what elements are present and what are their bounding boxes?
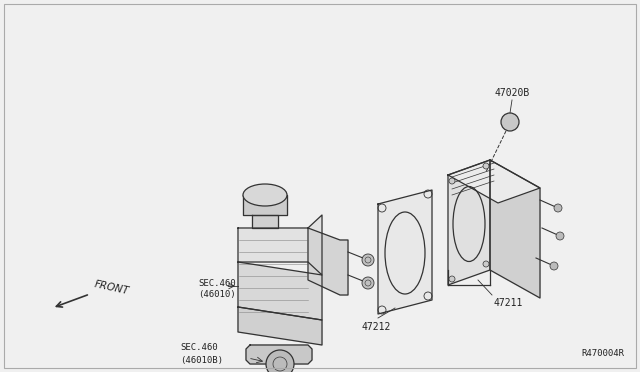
Text: (46010B): (46010B): [180, 356, 223, 365]
Text: 47212: 47212: [362, 322, 392, 332]
Circle shape: [449, 178, 455, 184]
Polygon shape: [243, 195, 287, 215]
Circle shape: [362, 254, 374, 266]
Polygon shape: [238, 262, 322, 320]
Polygon shape: [238, 307, 322, 345]
Circle shape: [483, 163, 489, 169]
Polygon shape: [448, 160, 540, 203]
Circle shape: [266, 350, 294, 372]
Circle shape: [556, 232, 564, 240]
Text: SEC.460: SEC.460: [180, 343, 218, 353]
Circle shape: [449, 276, 455, 282]
Ellipse shape: [243, 184, 287, 206]
Circle shape: [554, 204, 562, 212]
Circle shape: [550, 262, 558, 270]
Text: 47020B: 47020B: [494, 88, 530, 98]
Circle shape: [483, 261, 489, 267]
Text: R470004R: R470004R: [581, 349, 624, 358]
Circle shape: [501, 113, 519, 131]
Polygon shape: [448, 160, 490, 285]
Polygon shape: [378, 190, 432, 314]
Text: SEC.460: SEC.460: [198, 279, 236, 288]
Text: FRONT: FRONT: [93, 279, 130, 296]
Polygon shape: [490, 160, 540, 298]
Text: 47211: 47211: [494, 298, 524, 308]
Polygon shape: [246, 345, 312, 364]
Text: (46010): (46010): [198, 289, 236, 298]
Polygon shape: [238, 215, 322, 275]
Polygon shape: [308, 228, 348, 295]
Circle shape: [362, 277, 374, 289]
Polygon shape: [252, 215, 278, 228]
